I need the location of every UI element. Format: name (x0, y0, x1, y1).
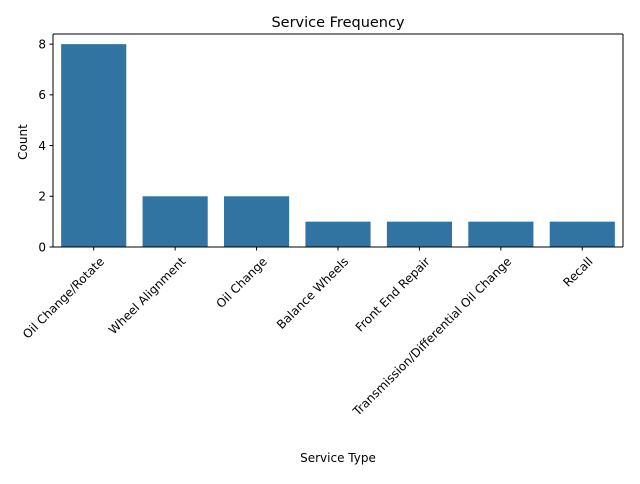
chart-title: Service Frequency (271, 15, 405, 31)
bar-4 (305, 221, 371, 247)
y-axis-label: Count (16, 124, 30, 160)
bar-7 (549, 221, 615, 247)
x-tick-label-5: Front End Repair (353, 254, 433, 334)
bar-1 (61, 44, 127, 248)
y-axis: 0 2 4 6 8 (38, 37, 53, 254)
x-tick-label-4: Balance Wheels (274, 254, 351, 331)
y-tick-label-1: 0 (38, 240, 46, 254)
y-tick-label-5: 8 (38, 37, 46, 51)
x-tick-label-2: Wheel Alignment (106, 254, 189, 337)
bar-2 (142, 196, 208, 247)
x-tick-label-3: Oil Change (213, 254, 269, 310)
bars-group (61, 44, 615, 248)
bar-6 (468, 221, 534, 247)
x-tick-label-7: Recall (560, 254, 595, 289)
x-tick-label-1: Oil Change/Rotate (20, 254, 107, 341)
x-axis-label: Service Type (300, 451, 376, 465)
bar-3 (224, 196, 290, 247)
bar-5 (386, 221, 452, 247)
x-tick-label-6: Transmission/Differential Oil Change (350, 254, 515, 419)
y-tick-label-3: 4 (38, 139, 46, 153)
y-tick-label-4: 6 (38, 88, 46, 102)
y-tick-label-2: 2 (38, 190, 46, 204)
